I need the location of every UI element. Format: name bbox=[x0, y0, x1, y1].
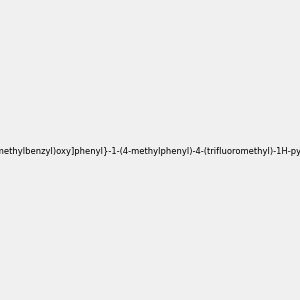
Text: 3-methyl-6-{4-[(3-methylbenzyl)oxy]phenyl}-1-(4-methylphenyl)-4-(trifluoromethyl: 3-methyl-6-{4-[(3-methylbenzyl)oxy]pheny… bbox=[0, 147, 300, 156]
